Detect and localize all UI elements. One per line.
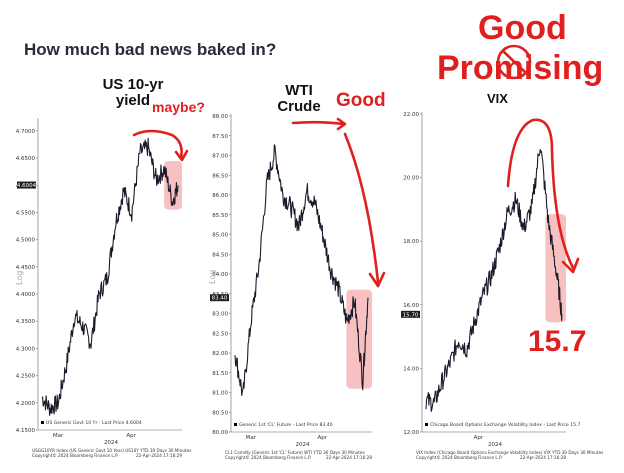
axis-caption: Log <box>208 270 217 284</box>
last-price-tag <box>17 181 36 189</box>
vix-value-annotation: 15.7 <box>528 325 587 358</box>
legend-text: US Generic Govt 10 Yr - Last Price 4.600… <box>46 420 142 426</box>
y-tick-label: 4.7000 <box>16 129 36 135</box>
annotation-strokes <box>132 44 580 288</box>
y-tick-label: 4.4500 <box>16 265 36 271</box>
y-tick-label: 4.3500 <box>16 319 36 325</box>
annotation-line-wti-top <box>291 120 345 126</box>
y-tick-label: 83.00 <box>212 312 228 318</box>
y-tick-label: 4.2500 <box>16 374 36 380</box>
y-tick-label: 80.50 <box>212 410 228 416</box>
x-tick-label: Apr <box>474 435 484 441</box>
x-tick-label: Apr <box>126 433 136 439</box>
good-annotation-big: Good <box>478 9 567 47</box>
prohibit-slash <box>501 49 528 75</box>
footer-copyright: Copyright© 2024 Bloomberg Finance L.P. <box>416 455 502 460</box>
footer-source: VIX Index (Chicago Board Options Exchang… <box>416 450 603 455</box>
legend-swatch <box>41 421 44 424</box>
y-tick-label: 81.00 <box>212 391 228 397</box>
last-price-tag <box>401 310 420 318</box>
chart-panel-3: 12.00 14.00 16.00 18.00 20.00 22.00 15.70 Apr 20… <box>401 112 603 460</box>
y-tick-label: 88.00 <box>212 114 228 120</box>
vix-label: VIX <box>487 91 508 106</box>
footer-source: CL1 Comdty (Generic 1st 'CL' Future) WTI… <box>225 450 365 455</box>
y-tick-label: 18.00 <box>403 239 419 245</box>
footer-source: USGG10YR Index (US Generic Govt 10 Year)… <box>32 448 191 453</box>
y-tick-label: 4.5000 <box>16 238 36 244</box>
wti-label: WTI Crude <box>277 82 321 115</box>
footer-timestamp: 22-Apr-2024 17:16:28 <box>520 455 566 460</box>
y-tick-label: 86.50 <box>212 173 228 179</box>
y-tick-label: 82.00 <box>212 351 228 357</box>
x-tick-label: Mar <box>53 433 64 439</box>
last-price-tag <box>210 294 229 302</box>
x-year-label: 2024 <box>488 442 502 448</box>
y-tick-label: 84.50 <box>212 252 228 258</box>
y-tick-label: 12.00 <box>403 430 419 436</box>
price-line <box>425 148 563 413</box>
last-price-label: 4.6004 <box>17 183 37 189</box>
chart-panel-2: 80.0080.5081.0081.5082.0082.5083.0083.50… <box>208 114 372 460</box>
last-price-label: 83.40 <box>212 296 228 302</box>
footer-copyright: Copyright© 2024 Bloomberg Finance L.P. <box>225 455 311 460</box>
y-tick-label: 86.00 <box>212 193 228 199</box>
y-tick-label: 84.00 <box>212 272 228 278</box>
y-tick-label: 14.00 <box>403 366 419 372</box>
legend-text: Generic 1st 'CL' Future - Last Price 83.… <box>239 422 333 428</box>
y-tick-label: 85.50 <box>212 213 228 219</box>
axis-caption: Log <box>15 271 24 285</box>
y-tick-label: 4.3000 <box>16 346 36 352</box>
y-tick-label: 80.00 <box>212 430 228 436</box>
chart-panel-1: 4.1500 4.2000 4.2500 4.3000 4.3500 4.4000 4.45… <box>15 118 191 458</box>
annotation-arrow-vix <box>506 118 575 270</box>
good-annotation-wti: Good <box>336 90 386 111</box>
maybe-annotation: maybe? <box>152 99 205 115</box>
us10-label: US 10-yr yield <box>102 76 164 109</box>
promising-annotation: Promising <box>437 49 604 87</box>
y-tick-label: 81.50 <box>212 371 228 377</box>
prohibit-circle <box>496 44 532 80</box>
legend-text: Chicago Board Options Exchange Volatilit… <box>430 422 580 428</box>
y-tick-label: 85.00 <box>212 233 228 239</box>
y-tick-label: 4.1500 <box>16 428 36 434</box>
y-tick-label: 87.00 <box>212 154 228 160</box>
legend-swatch <box>425 423 428 426</box>
y-tick-label: 87.50 <box>212 134 228 140</box>
annotation-arrowhead-wti-top <box>336 117 347 131</box>
y-tick-label: 20.00 <box>403 176 419 182</box>
x-tick-label: Apr <box>317 435 327 441</box>
footer-timestamp: 22-Apr-2024 17:16:29 <box>136 453 182 458</box>
y-tick-label: 4.2000 <box>16 401 36 407</box>
highlight-band <box>164 160 182 210</box>
price-line <box>234 144 369 396</box>
y-tick-label: 4.4000 <box>16 292 36 298</box>
annotation-arrowhead-vix <box>561 257 580 274</box>
y-tick-label: 4.5500 <box>16 210 36 216</box>
annotation-arrowhead-wti <box>368 271 386 288</box>
footer-copyright: Copyright© 2024 Bloomberg Finance L.P. <box>32 453 118 458</box>
footer-timestamp: 22-Apr-2024 17:16:28 <box>326 455 372 460</box>
y-tick-label: 16.00 <box>403 303 419 309</box>
highlight-band <box>346 289 372 389</box>
x-year-label: 2024 <box>104 440 118 446</box>
last-price-label: 15.70 <box>403 312 419 318</box>
price-line <box>41 137 179 416</box>
legend-swatch <box>234 423 237 426</box>
y-tick-label: 82.50 <box>212 331 228 337</box>
x-year-label: 2024 <box>296 442 310 448</box>
y-tick-label: 22.00 <box>403 112 419 118</box>
annotation-arrow-wti <box>343 132 380 284</box>
y-tick-label: 4.6500 <box>16 156 36 162</box>
slide-title: How much bad news baked in? <box>24 40 277 59</box>
x-tick-label: Mar <box>246 435 257 441</box>
annotation-arrowhead-1 <box>174 149 189 162</box>
annotation-arrow-1 <box>132 129 183 160</box>
